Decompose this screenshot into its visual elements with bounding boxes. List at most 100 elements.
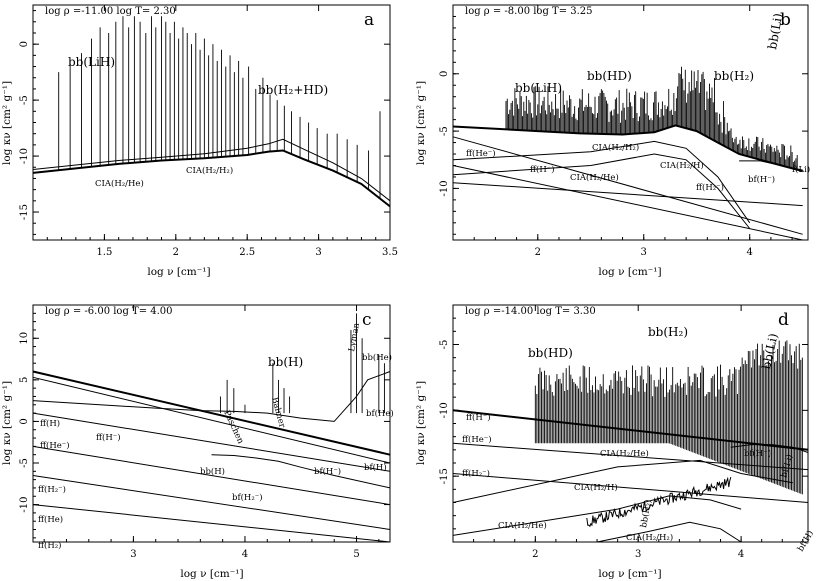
- panel-a-ylabel: log κν [cm² g⁻¹]: [1, 81, 13, 165]
- panel-c-annot-bf-hm: bf(H⁻): [314, 466, 341, 477]
- panel-b-label: b: [780, 10, 791, 30]
- panel-c-xlabel: log ν [cm⁻¹]: [180, 568, 243, 580]
- panel-c-ylabel: log κν [cm² g⁻¹]: [1, 381, 13, 465]
- x-tick-label: 3.5: [382, 247, 398, 258]
- panel-d-annot-ff-h2m: ff(H₂⁻): [462, 468, 490, 479]
- panel-b-marks: [452, 66, 803, 241]
- panel-d-annot-bb-h2-small: bb(H₂): [638, 499, 654, 529]
- panel-c-annot-bf-h2m: bf(H₂⁻): [232, 492, 263, 503]
- panel-c-annot-ff-he: ff(He): [38, 514, 63, 525]
- panel-b-annot-ff-hm: ff(H⁻): [530, 164, 555, 175]
- panel-b-xlabel: log ν [cm⁻¹]: [598, 266, 661, 278]
- panel-b-annot-bf-hm: bf(H⁻): [748, 174, 775, 185]
- panel-c-annot-bb-h-small: bb(H): [200, 466, 225, 477]
- panel-b-header: log ρ = -8.00 log T= 3.25: [465, 6, 593, 17]
- y-tick-label: 0: [19, 41, 30, 47]
- series-line: [452, 495, 742, 536]
- y-tick-label: -5: [19, 95, 30, 105]
- panel-d-axes: 2 3 4 -15 -10 -5: [439, 304, 808, 560]
- series-line: [32, 376, 391, 464]
- panel-c-axes: 3 4 5 -10 -5 0 5 10: [19, 304, 390, 560]
- panel-b-annot-bb-li: bb(Li): [765, 12, 785, 50]
- series-line: [32, 475, 391, 530]
- x-tick-label: 3: [130, 549, 136, 560]
- panel-a-annot-cia-h2h2: CIA(H₂/H₂): [186, 165, 233, 176]
- series-line: [211, 454, 391, 489]
- panel-b-annot-cia-h2h: CIA(H₂/H): [660, 160, 704, 171]
- panel-c-annot-bb-h: bb(H): [268, 355, 303, 369]
- panel-a: 1.5 2 2.5 3 3.5 -15 -10 -5 0 log ρ =-11.00 log T…: [1, 4, 398, 278]
- panel-b-annot-ff-h2m: ff(H₂⁻): [696, 182, 724, 193]
- series-line: [452, 182, 803, 207]
- panel-d-annot-cia-h2h: CIA(H₂/H): [574, 482, 618, 493]
- panel-c-frame: [32, 304, 391, 543]
- panel-c-annot-bf-he: bf(He): [366, 408, 394, 419]
- series-line: [32, 504, 391, 543]
- panel-d-annot-ff-hem: ff(He⁻): [462, 434, 492, 445]
- panel-a-annot-bb-h2hd: bb(H₂+HD): [258, 83, 328, 97]
- panel-d-header: log ρ =-14.00 log T= 3.30: [465, 306, 596, 317]
- y-tick-label: -5: [439, 340, 450, 350]
- x-tick-label: 2: [535, 247, 541, 258]
- panel-c-annot-ff-h2: ff(H₂): [38, 540, 62, 551]
- panel-a-annot-cia-h2he: CIA(H₂/He): [95, 178, 144, 189]
- series-line: [596, 521, 742, 543]
- series-line: [452, 165, 803, 241]
- panel-d-annot-cia-h2he-lower: CIA(H₂/He): [498, 520, 547, 531]
- panel-a-label: a: [364, 10, 374, 30]
- x-tick-label: 4: [747, 247, 753, 258]
- panel-d-annot-bb-h2: bb(H₂): [648, 325, 688, 339]
- panel-d-label: d: [778, 310, 789, 330]
- y-tick-label: -5: [19, 458, 30, 468]
- panel-b: 2 3 4 -10 -5 0 log ρ = -8.00 log T= 3.25 b lo…: [415, 4, 810, 278]
- panel-b-frame: [452, 4, 809, 241]
- y-tick-label: -10: [19, 497, 30, 513]
- panel-d: 2 3 4-15-10-5 log ρ =-14.00 log T= 3.30 d …: [415, 304, 816, 580]
- panel-b-annot-cia-h2he: CIA(H₂/He): [570, 172, 619, 183]
- panel-d-annot-bf-hm: bf(H⁻): [744, 448, 771, 459]
- noisy-curve: [586, 476, 732, 528]
- panel-a-axes: 1.5 2 2.5 3 3.5 -15 -10 -5 0: [19, 5, 398, 258]
- panel-d-annot-cia-h2h2: CIA(H₂/H₂): [626, 532, 673, 543]
- y-tick-label: -15: [19, 204, 30, 220]
- y-tick-label: -10: [19, 148, 30, 164]
- panel-c-annot-ff-hm: ff(H⁻): [96, 432, 121, 443]
- series-line: [452, 409, 809, 451]
- x-tick-label: 3: [315, 247, 321, 258]
- panel-c-header: log ρ = -6.00 log T= 4.00: [45, 306, 173, 317]
- panel-c-label: c: [362, 310, 372, 330]
- y-tick-label: 0: [19, 418, 30, 424]
- x-tick-label: 2.5: [239, 247, 255, 258]
- panel-b-annot-bb-h2: bb(H₂): [714, 69, 754, 83]
- panel-b-annot-bf-li: f(Li): [792, 164, 810, 175]
- panel-a-header: log ρ =-11.00 log T= 2.30: [45, 6, 176, 17]
- panel-c-annot-ff-hem: ff(He⁻): [40, 440, 70, 451]
- panel-d-xlabel: log ν [cm⁻¹]: [598, 568, 661, 580]
- panel-b-annot-cia-h2h2: CIA(H₂/H₂): [592, 142, 639, 153]
- series-line: [32, 371, 391, 422]
- y-tick-label: -5: [439, 126, 450, 136]
- panel-a-marks: [32, 16, 391, 208]
- panel-d-annot-cia-h2he-upper: CIA(H₂/He): [600, 448, 649, 459]
- y-tick-label: -15: [439, 468, 450, 484]
- x-tick-label: 5: [353, 549, 359, 560]
- panel-c-annot-ff-h: ff(H): [40, 418, 60, 429]
- x-tick-label: 4: [738, 549, 744, 560]
- panel-b-axes: 2 3 4 -10 -5 0: [439, 4, 808, 258]
- x-tick-label: 1.5: [96, 247, 112, 258]
- y-tick-label: 10: [19, 332, 30, 345]
- series-line: [452, 136, 803, 235]
- y-tick-label: -10: [439, 180, 450, 196]
- panel-c-marks: [32, 313, 391, 543]
- series-line: [452, 459, 793, 503]
- x-tick-label: 2: [173, 247, 179, 258]
- series-line: [452, 473, 809, 503]
- x-tick-label: 4: [242, 549, 248, 560]
- panel-c-annot-bf-h: bf(H): [364, 462, 387, 473]
- series-line: [452, 153, 751, 229]
- series-line: [32, 445, 391, 506]
- y-tick-label: 0: [439, 71, 450, 77]
- x-tick-label: 2: [532, 549, 538, 560]
- panel-c-annot-bb-he: bb(He): [362, 352, 392, 363]
